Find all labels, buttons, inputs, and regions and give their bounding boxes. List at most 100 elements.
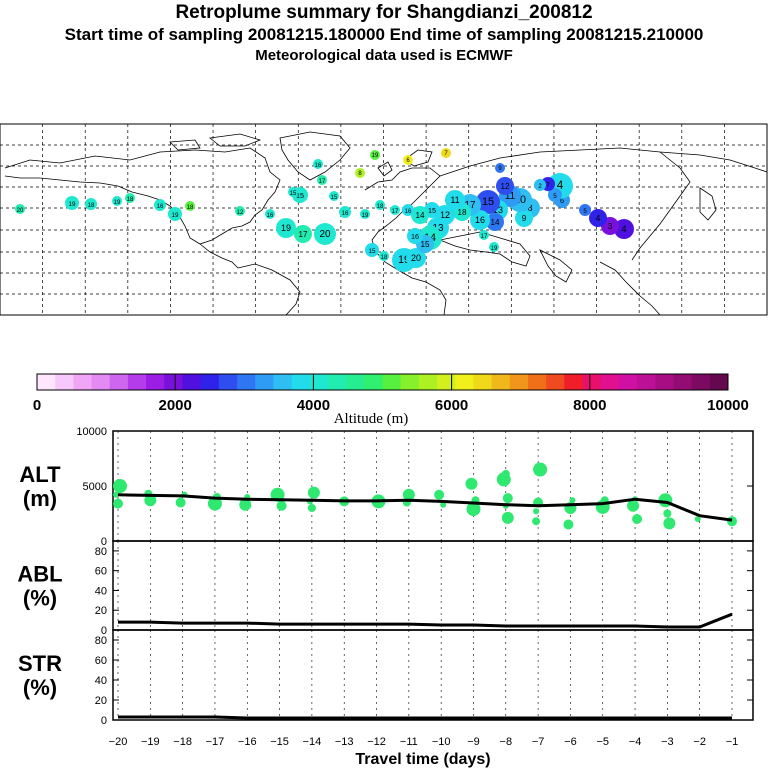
plume-dot-label: 19 [68,201,76,208]
plume-dot-label: 16 [267,213,274,219]
colorbar-swatch [91,374,111,390]
series-line [118,612,733,629]
plume-dot-label: 16 [157,204,164,210]
plume-dot [168,207,182,221]
altitude-sample-point [569,497,576,504]
altitude-sample-point [307,504,316,512]
plume-dot-label: 16 [411,232,419,241]
plume-dot [379,251,389,261]
altitude-sample-point [113,491,119,498]
colorbar-label: Altitude (m) [334,411,409,427]
y-tick-label: 80 [95,546,107,558]
panel-axis-label: (%) [23,675,57,700]
colorbar-tick-label: 10000 [707,397,749,414]
plume-dot-label: 12 [440,210,450,220]
plume-dot-label: 19 [372,153,379,159]
plume-dot-label: 7 [546,182,550,189]
x-tick-label: −12 [367,736,386,748]
plume-dot [406,248,426,268]
y-tick-label: 20 [95,695,107,707]
colorbar-swatch [637,374,656,390]
plume-dot [479,230,489,240]
plume-dot-label: 20 [17,208,24,214]
plume-dot-label: 5 [553,193,557,200]
x-tick-label: −10 [432,736,451,748]
met-data-source: Meteorological data used is ECMWF [255,47,513,64]
plume-dot [445,190,465,210]
plume-dot [355,168,365,178]
altitude-sample-point [465,477,478,490]
plume-dot-label: 15 [290,191,297,197]
plume-dot-label: 18 [88,203,95,209]
x-tick-label: −3 [661,736,674,748]
colorbar-swatch [382,374,402,390]
plume-dot-label: 6 [560,196,564,205]
plume-dot [85,198,97,210]
x-tick-label: −2 [693,736,706,748]
plume-dot-label: 12 [237,210,244,216]
altitude-sample-point [501,469,510,478]
colorbar-swatch [127,374,147,390]
x-tick-label: −11 [400,736,418,748]
plume-dot [360,209,370,219]
plume-dot-label: 4 [557,179,564,192]
panel-axis-label: STR [18,651,62,676]
plume-dot [313,159,323,169]
plume-dot [365,243,379,257]
x-tick-label: −4 [629,736,642,748]
plume-dot-label: 9 [498,166,502,172]
altitude-sample-point [727,516,737,527]
colorbar-swatch [473,374,493,390]
colorbar-swatch [37,374,56,390]
x-tick-label: −16 [238,736,257,748]
colorbar-swatch [291,374,311,390]
colorbar-tick-label: 6000 [435,397,468,414]
colorbar-swatch [709,374,729,390]
colorbar-swatch [437,374,456,390]
y-tick-label: 0 [101,625,107,637]
altitude-sample-point [627,499,640,512]
plume-dot-label: 15 [368,248,376,255]
altitude-sample-point [113,498,123,509]
colorbar-swatch [691,374,711,390]
altitude-sample-point [113,479,127,493]
colorbar-swatch [309,374,329,390]
colorbar-swatch [218,374,238,390]
altitude-sample-point [533,508,540,515]
plume-dot-label: 9 [522,214,527,223]
plume-dot-label: 6 [406,158,410,164]
plume-dot [411,206,429,224]
colorbar-swatch [109,374,129,390]
panel-abl: 80 60 40 20 0 ABL(%) [17,540,754,637]
x-tick-label: −15 [270,736,289,748]
plume-dot-label: 12 [500,182,510,191]
altitude-sample-point [663,517,676,530]
y-tick-label: 40 [95,675,107,687]
plume-dot [470,210,490,230]
plume-dot-label: 17 [319,179,326,185]
plume-dot [370,150,380,160]
altitude-sample-point [694,516,701,522]
plume-track: 4345645728910111213141516171811121314151… [15,148,634,272]
plume-dot-label: 16 [315,163,322,169]
plume-dot-label: 14 [415,211,425,220]
plume-dot-label: 11 [450,195,459,205]
plume-dot-label: 8 [527,203,532,213]
plume-dot [294,225,312,243]
plume-dot-label: 16 [342,211,349,217]
x-tick-label: −9 [467,736,480,748]
panel-alt: 10000 5000 0 ALT(m) [19,426,754,548]
plume-dot-label: 19 [362,213,369,219]
plume-dot-label: 17 [392,209,399,215]
series-line [118,715,732,720]
plume-dot-label: 17 [465,200,476,211]
altitude-sample-point [239,498,252,511]
colorbar-swatch [673,374,693,390]
altitude-sample-point [663,509,672,518]
colorbar-swatch [346,374,365,390]
plume-dot [489,242,499,252]
colorbar-swatch [255,374,274,390]
plume-dot-label: 18 [127,197,134,203]
plume-dot-label: 19 [171,212,179,219]
